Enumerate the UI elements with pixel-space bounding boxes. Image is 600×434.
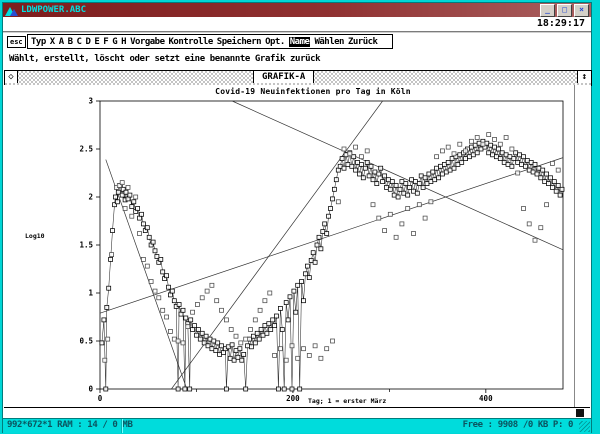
graph-window-titlebar[interactable]: ◇ GRAFIK-A ↕ xyxy=(4,70,592,86)
menu-item-speichern[interactable]: Speichern xyxy=(216,36,262,47)
menu-item-c[interactable]: C xyxy=(76,36,82,47)
menu-item-h[interactable]: H xyxy=(121,36,127,47)
esc-button[interactable]: esc xyxy=(7,36,26,48)
status-bar: 992*672*1 RAM : 14 / 0 MB Free : 9908 /0… xyxy=(3,418,591,433)
statusbar-divider xyxy=(121,419,123,433)
menu-item-name[interactable]: Name xyxy=(288,36,311,47)
menu-item-g[interactable]: G xyxy=(112,36,118,47)
app-window: LDWPOWER.ABC _ □ × 18:29:17 esc Typ X A B C D… xyxy=(2,2,592,433)
resize-grip[interactable] xyxy=(579,421,590,432)
menu-item-x[interactable]: X xyxy=(49,36,55,47)
minimize-button[interactable]: _ xyxy=(540,3,555,17)
y-axis-label: Log10 xyxy=(25,232,45,240)
menu-item-zurck[interactable]: Zurück xyxy=(347,36,378,47)
scrollbar-corner-icon[interactable] xyxy=(576,409,584,417)
resolution-ram-status: 992*672*1 RAM : 14 / 0 MB xyxy=(7,420,133,430)
close-button[interactable]: × xyxy=(574,3,589,17)
menu-item-opt[interactable]: Opt. xyxy=(265,36,285,47)
maximize-button[interactable]: □ xyxy=(557,3,572,17)
status-line-row: Wählt, erstellt, löscht oder setzt eine … xyxy=(3,53,591,67)
clock: 18:29:17 xyxy=(536,18,585,29)
menu-item-a[interactable]: A xyxy=(58,36,64,47)
menu-row: esc Typ X A B C D E F G H Vorgabe Kontrolle Speicher… xyxy=(3,34,591,51)
menu-item-e[interactable]: E xyxy=(94,36,100,47)
menu-item-typ[interactable]: Typ xyxy=(31,36,46,47)
menu-item-kontrolle[interactable]: Kontrolle xyxy=(168,36,214,47)
free-memory-status: Free : 9908 /0 KB P: 0 xyxy=(462,420,574,430)
clock-row: 18:29:17 xyxy=(3,17,591,33)
graph-window-menu-icon[interactable]: ◇ xyxy=(5,71,18,83)
menu-item-d[interactable]: D xyxy=(85,36,91,47)
menu-bar: Typ X A B C D E F G H Vorgabe Kontrolle Speichern Opt… xyxy=(27,34,393,49)
vertical-scrollbar[interactable] xyxy=(574,85,591,407)
menu-item-b[interactable]: B xyxy=(67,36,73,47)
window-title: LDWPOWER.ABC xyxy=(21,5,87,15)
title-bar[interactable]: LDWPOWER.ABC _ □ × xyxy=(3,3,591,17)
status-line: Wählt, erstellt, löscht oder setzt eine … xyxy=(9,54,321,64)
app-icon xyxy=(5,5,18,16)
chart-title: Covid-19 Neuinfektionen pro Tag in Köln xyxy=(215,87,411,96)
graph-window-title: GRAFIK-A xyxy=(253,71,315,83)
graph-window-resize-icon[interactable]: ↕ xyxy=(577,71,591,83)
menu-item-whlen[interactable]: Wählen xyxy=(314,36,344,47)
x-axis-label: Tag; 1 = erster März xyxy=(308,397,387,405)
menu-item-vorgabe[interactable]: Vorgabe xyxy=(130,36,165,47)
menu-item-f[interactable]: F xyxy=(103,36,109,47)
window-controls: _ □ × xyxy=(540,3,589,17)
horizontal-scrollbar[interactable] xyxy=(4,407,590,419)
chart-area xyxy=(4,85,574,407)
